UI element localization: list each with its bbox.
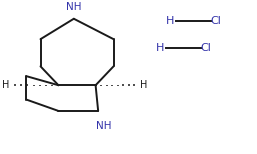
Text: H: H	[140, 80, 147, 90]
Text: NH: NH	[66, 2, 81, 12]
Text: H: H	[2, 80, 9, 90]
Text: H: H	[166, 16, 174, 26]
Text: NH: NH	[96, 121, 111, 131]
Text: Cl: Cl	[200, 43, 211, 53]
Text: H: H	[155, 43, 164, 53]
Text: Cl: Cl	[210, 16, 222, 26]
